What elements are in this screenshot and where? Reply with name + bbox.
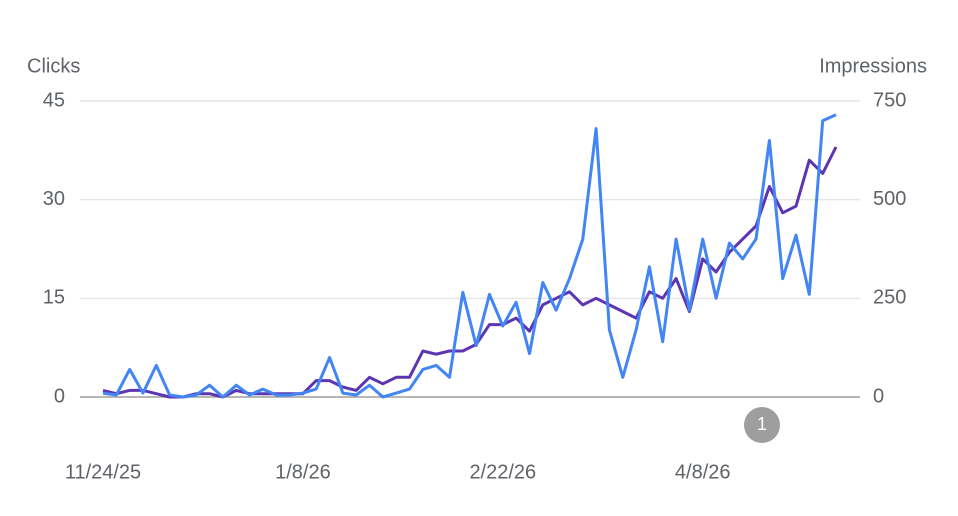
y-axis-title: Clicks <box>27 55 80 77</box>
x-tick-label: 11/24/25 <box>65 461 141 483</box>
annotation-badge[interactable]: 1 <box>744 407 780 443</box>
line-series <box>102 113 837 399</box>
y2-axis-title: Impressions <box>819 55 927 77</box>
annotation-label[interactable]: 1 <box>757 414 767 434</box>
y2-tick-label: 500 <box>873 188 906 210</box>
y2-tick-label: 0 <box>873 385 884 407</box>
y-tick-label: 30 <box>43 188 65 210</box>
annotation-circle[interactable] <box>744 407 780 443</box>
y2-tick-label: 750 <box>873 89 906 111</box>
x-tick-label: 2/22/26 <box>469 461 536 483</box>
line-series <box>102 146 838 399</box>
y2-tick-label: 250 <box>873 287 906 309</box>
x-tick-label: 1/8/26 <box>275 461 331 483</box>
y-tick-label: 45 <box>43 89 65 111</box>
y-tick-label: 0 <box>54 385 65 407</box>
y-tick-label: 15 <box>43 287 65 309</box>
x-tick-label: 4/8/26 <box>675 461 731 483</box>
